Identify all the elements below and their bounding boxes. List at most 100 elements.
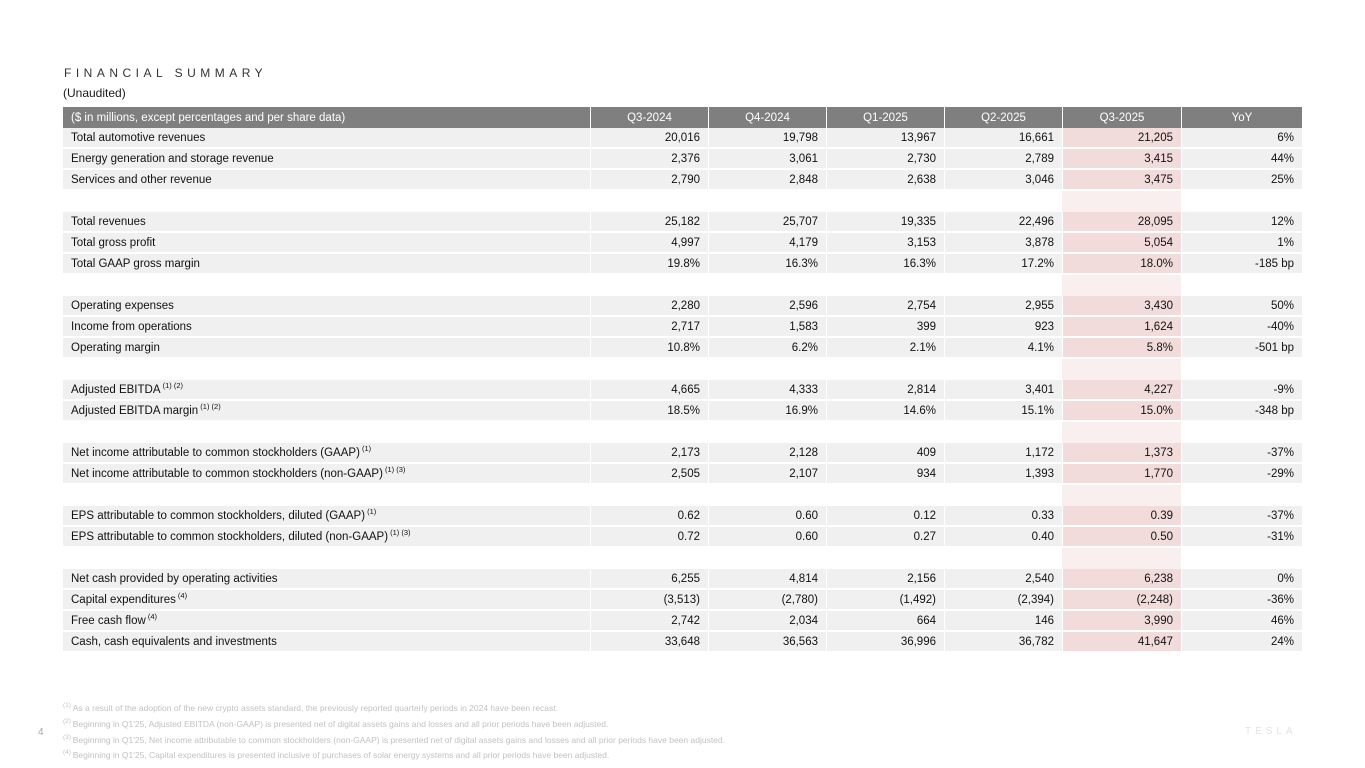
cell-value: 409 — [826, 443, 944, 464]
table-header-cell: YoY — [1181, 107, 1302, 128]
cell-value: -185 bp — [1181, 254, 1302, 275]
spacer-cell — [1062, 359, 1181, 380]
tesla-logo: TESLA — [1245, 726, 1297, 737]
cell-value: 1,583 — [708, 317, 826, 338]
cell-value: 1,172 — [944, 443, 1062, 464]
spacer-cell — [944, 422, 1062, 443]
spacer-cell — [944, 485, 1062, 506]
cell-value: 3,430 — [1062, 296, 1181, 317]
cell-value: 1,373 — [1062, 443, 1181, 464]
cell-value: 923 — [944, 317, 1062, 338]
cell-value: 18.5% — [590, 401, 708, 422]
table-row: Operating margin 10.8% 6.2% 2.1% 4.1% 5.8% -50… — [63, 338, 1302, 359]
row-label: Cash, cash equivalents and investments — [63, 632, 590, 653]
spacer-cell — [826, 422, 944, 443]
cell-value: 2,128 — [708, 443, 826, 464]
cell-value: 0.62 — [590, 506, 708, 527]
row-label: Operating expenses — [63, 296, 590, 317]
cell-value: 4,665 — [590, 380, 708, 401]
page-title: FINANCIAL SUMMARY — [64, 66, 268, 80]
table-row: Net income attributable to common stockh… — [63, 443, 1302, 464]
cell-value: 41,647 — [1062, 632, 1181, 653]
cell-value: 16.3% — [826, 254, 944, 275]
cell-value: 10.8% — [590, 338, 708, 359]
cell-value: 4,333 — [708, 380, 826, 401]
spacer-row — [63, 422, 1302, 443]
cell-value: 4,227 — [1062, 380, 1181, 401]
table-row: Total automotive revenues 20,016 19,798 13,… — [63, 128, 1302, 149]
cell-value: -9% — [1181, 380, 1302, 401]
cell-value: 3,046 — [944, 170, 1062, 191]
cell-value: 1% — [1181, 233, 1302, 254]
cell-value: 4,179 — [708, 233, 826, 254]
cell-value: 2,754 — [826, 296, 944, 317]
row-label: Adjusted EBITDA (1) (2) — [63, 380, 590, 401]
cell-value: 5.8% — [1062, 338, 1181, 359]
cell-value: 28,095 — [1062, 212, 1181, 233]
table-row: Total revenues 25,182 25,707 19,335 22,496 28… — [63, 212, 1302, 233]
footnote-marker: (4) — [145, 611, 158, 621]
cell-value: 50% — [1181, 296, 1302, 317]
cell-value: 6,255 — [590, 569, 708, 590]
cell-value: 1,770 — [1062, 464, 1181, 485]
spacer-cell — [1181, 275, 1302, 296]
spacer-cell — [1062, 275, 1181, 296]
cell-value: 2,789 — [944, 149, 1062, 170]
spacer-cell — [63, 485, 590, 506]
row-label: Adjusted EBITDA margin (1) (2) — [63, 401, 590, 422]
cell-value: 14.6% — [826, 401, 944, 422]
cell-value: 0.39 — [1062, 506, 1181, 527]
footnote-marker: (1) — [365, 506, 377, 516]
cell-value: 15.0% — [1062, 401, 1181, 422]
cell-value: 20,016 — [590, 128, 708, 149]
row-label: Net income attributable to common stockh… — [63, 464, 590, 485]
cell-value: 22,496 — [944, 212, 1062, 233]
cell-value: 146 — [944, 611, 1062, 632]
spacer-cell — [1181, 485, 1302, 506]
cell-value: 21,205 — [1062, 128, 1181, 149]
spacer-cell — [708, 359, 826, 380]
cell-value: 0.60 — [708, 506, 826, 527]
cell-value: 25,707 — [708, 212, 826, 233]
table-header-cell: Q3-2025 — [1062, 107, 1181, 128]
spacer-cell — [590, 485, 708, 506]
cell-value: 399 — [826, 317, 944, 338]
spacer-cell — [708, 275, 826, 296]
spacer-cell — [708, 485, 826, 506]
table-header-cell: Q1-2025 — [826, 107, 944, 128]
cell-value: 0.12 — [826, 506, 944, 527]
cell-value: -37% — [1181, 506, 1302, 527]
footnote: (3) Beginning in Q1'25, Net income attri… — [63, 733, 725, 745]
cell-value: 17.2% — [944, 254, 1062, 275]
cell-value: 19,798 — [708, 128, 826, 149]
table-header-cell: ($ in millions, except percentages and p… — [63, 107, 590, 128]
cell-value: 1,393 — [944, 464, 1062, 485]
cell-value: 25,182 — [590, 212, 708, 233]
cell-value: 36,563 — [708, 632, 826, 653]
cell-value: 18.0% — [1062, 254, 1181, 275]
spacer-cell — [826, 275, 944, 296]
spacer-row — [63, 548, 1302, 569]
table-row: Services and other revenue 2,790 2,848 2,63… — [63, 170, 1302, 191]
cell-value: 934 — [826, 464, 944, 485]
spacer-cell — [826, 548, 944, 569]
cell-value: -31% — [1181, 527, 1302, 548]
cell-value: 2,540 — [944, 569, 1062, 590]
row-label: Total revenues — [63, 212, 590, 233]
spacer-cell — [1181, 191, 1302, 212]
cell-value: 4,814 — [708, 569, 826, 590]
cell-value: 36,782 — [944, 632, 1062, 653]
spacer-cell — [826, 191, 944, 212]
footnotes: (1) As a result of the adoption of the n… — [63, 701, 1013, 764]
financial-summary-table: ($ in millions, except percentages and p… — [63, 107, 1302, 653]
cell-value: -501 bp — [1181, 338, 1302, 359]
cell-value: -348 bp — [1181, 401, 1302, 422]
spacer-cell — [1181, 422, 1302, 443]
table-row: Net income attributable to common stockh… — [63, 464, 1302, 485]
footnote-marker: (1) (3) — [388, 527, 411, 537]
row-label: Net income attributable to common stockh… — [63, 443, 590, 464]
table-row: EPS attributable to common stockholders,… — [63, 506, 1302, 527]
spacer-cell — [1062, 548, 1181, 569]
cell-value: 16.3% — [708, 254, 826, 275]
cell-value: 6.2% — [708, 338, 826, 359]
